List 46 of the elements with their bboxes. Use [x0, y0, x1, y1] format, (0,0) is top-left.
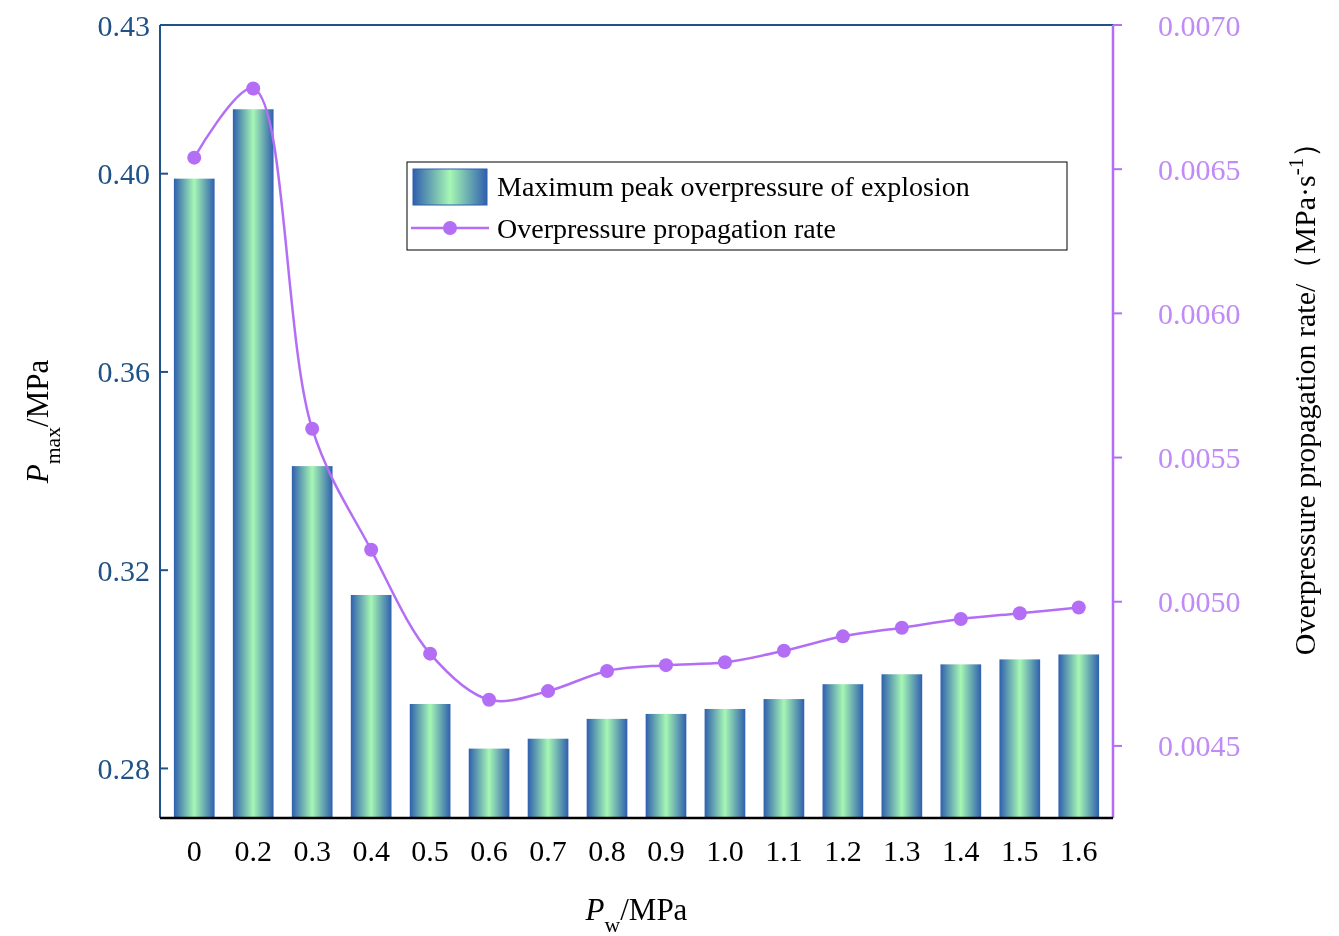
x-tick-label: 1.6 [1060, 834, 1098, 867]
point [835, 629, 850, 644]
x-tick-label: 0.4 [352, 834, 390, 867]
x-tick-label: 0.7 [529, 834, 567, 867]
x-tick-label: 1.3 [883, 834, 921, 867]
y2-tick-label: 0.0055 [1158, 441, 1241, 475]
point [1012, 606, 1027, 621]
y-tick-label: 0.43 [97, 8, 150, 42]
legend-label: Maximum peak overpressure of explosion [497, 170, 970, 202]
y2-tick-label: 0.0050 [1158, 585, 1241, 619]
point [717, 655, 732, 670]
y2-tick-label: 0.0060 [1158, 296, 1241, 330]
point [305, 421, 320, 436]
x-axis-title: P$_{w}$/MPa [584, 892, 688, 936]
x-tick-label: 0.2 [234, 834, 272, 867]
y-tick-label: 0.36 [97, 355, 150, 389]
point [541, 684, 556, 699]
point [246, 81, 261, 96]
x-tick-label: 1.5 [1001, 834, 1039, 867]
point [658, 658, 673, 673]
x-tick-label: 0.3 [293, 834, 331, 867]
point [364, 542, 379, 557]
point [187, 150, 202, 165]
x-tick-label: 1.4 [942, 834, 980, 867]
y2-tick-label: 0.0070 [1158, 8, 1241, 42]
y2-tick-label: 0.0065 [1158, 152, 1241, 186]
y-tick-label: 0.32 [97, 553, 150, 587]
y2-tick-label: 0.0045 [1158, 729, 1241, 763]
point [1071, 600, 1086, 615]
point [482, 692, 497, 707]
x-tick-label: 1.2 [824, 834, 862, 867]
y-tick-label: 0.40 [97, 157, 150, 191]
legend-label: Overpressure propagation rate [497, 212, 836, 244]
x-tick-label: 1.0 [706, 834, 744, 867]
x-tick-label: 0 [186, 834, 202, 867]
point [776, 643, 791, 658]
y-tick-label: 0.28 [97, 751, 150, 785]
x-tick-label: 0.6 [470, 834, 508, 867]
x-tick-label: 0.8 [588, 834, 626, 867]
x-tick-label: 0.9 [647, 834, 685, 867]
point [600, 663, 615, 678]
x-tick-label: 1.1 [765, 834, 803, 867]
point [953, 612, 968, 627]
point [894, 620, 909, 635]
x-tick-label: 0.5 [411, 834, 449, 867]
point [423, 646, 438, 661]
